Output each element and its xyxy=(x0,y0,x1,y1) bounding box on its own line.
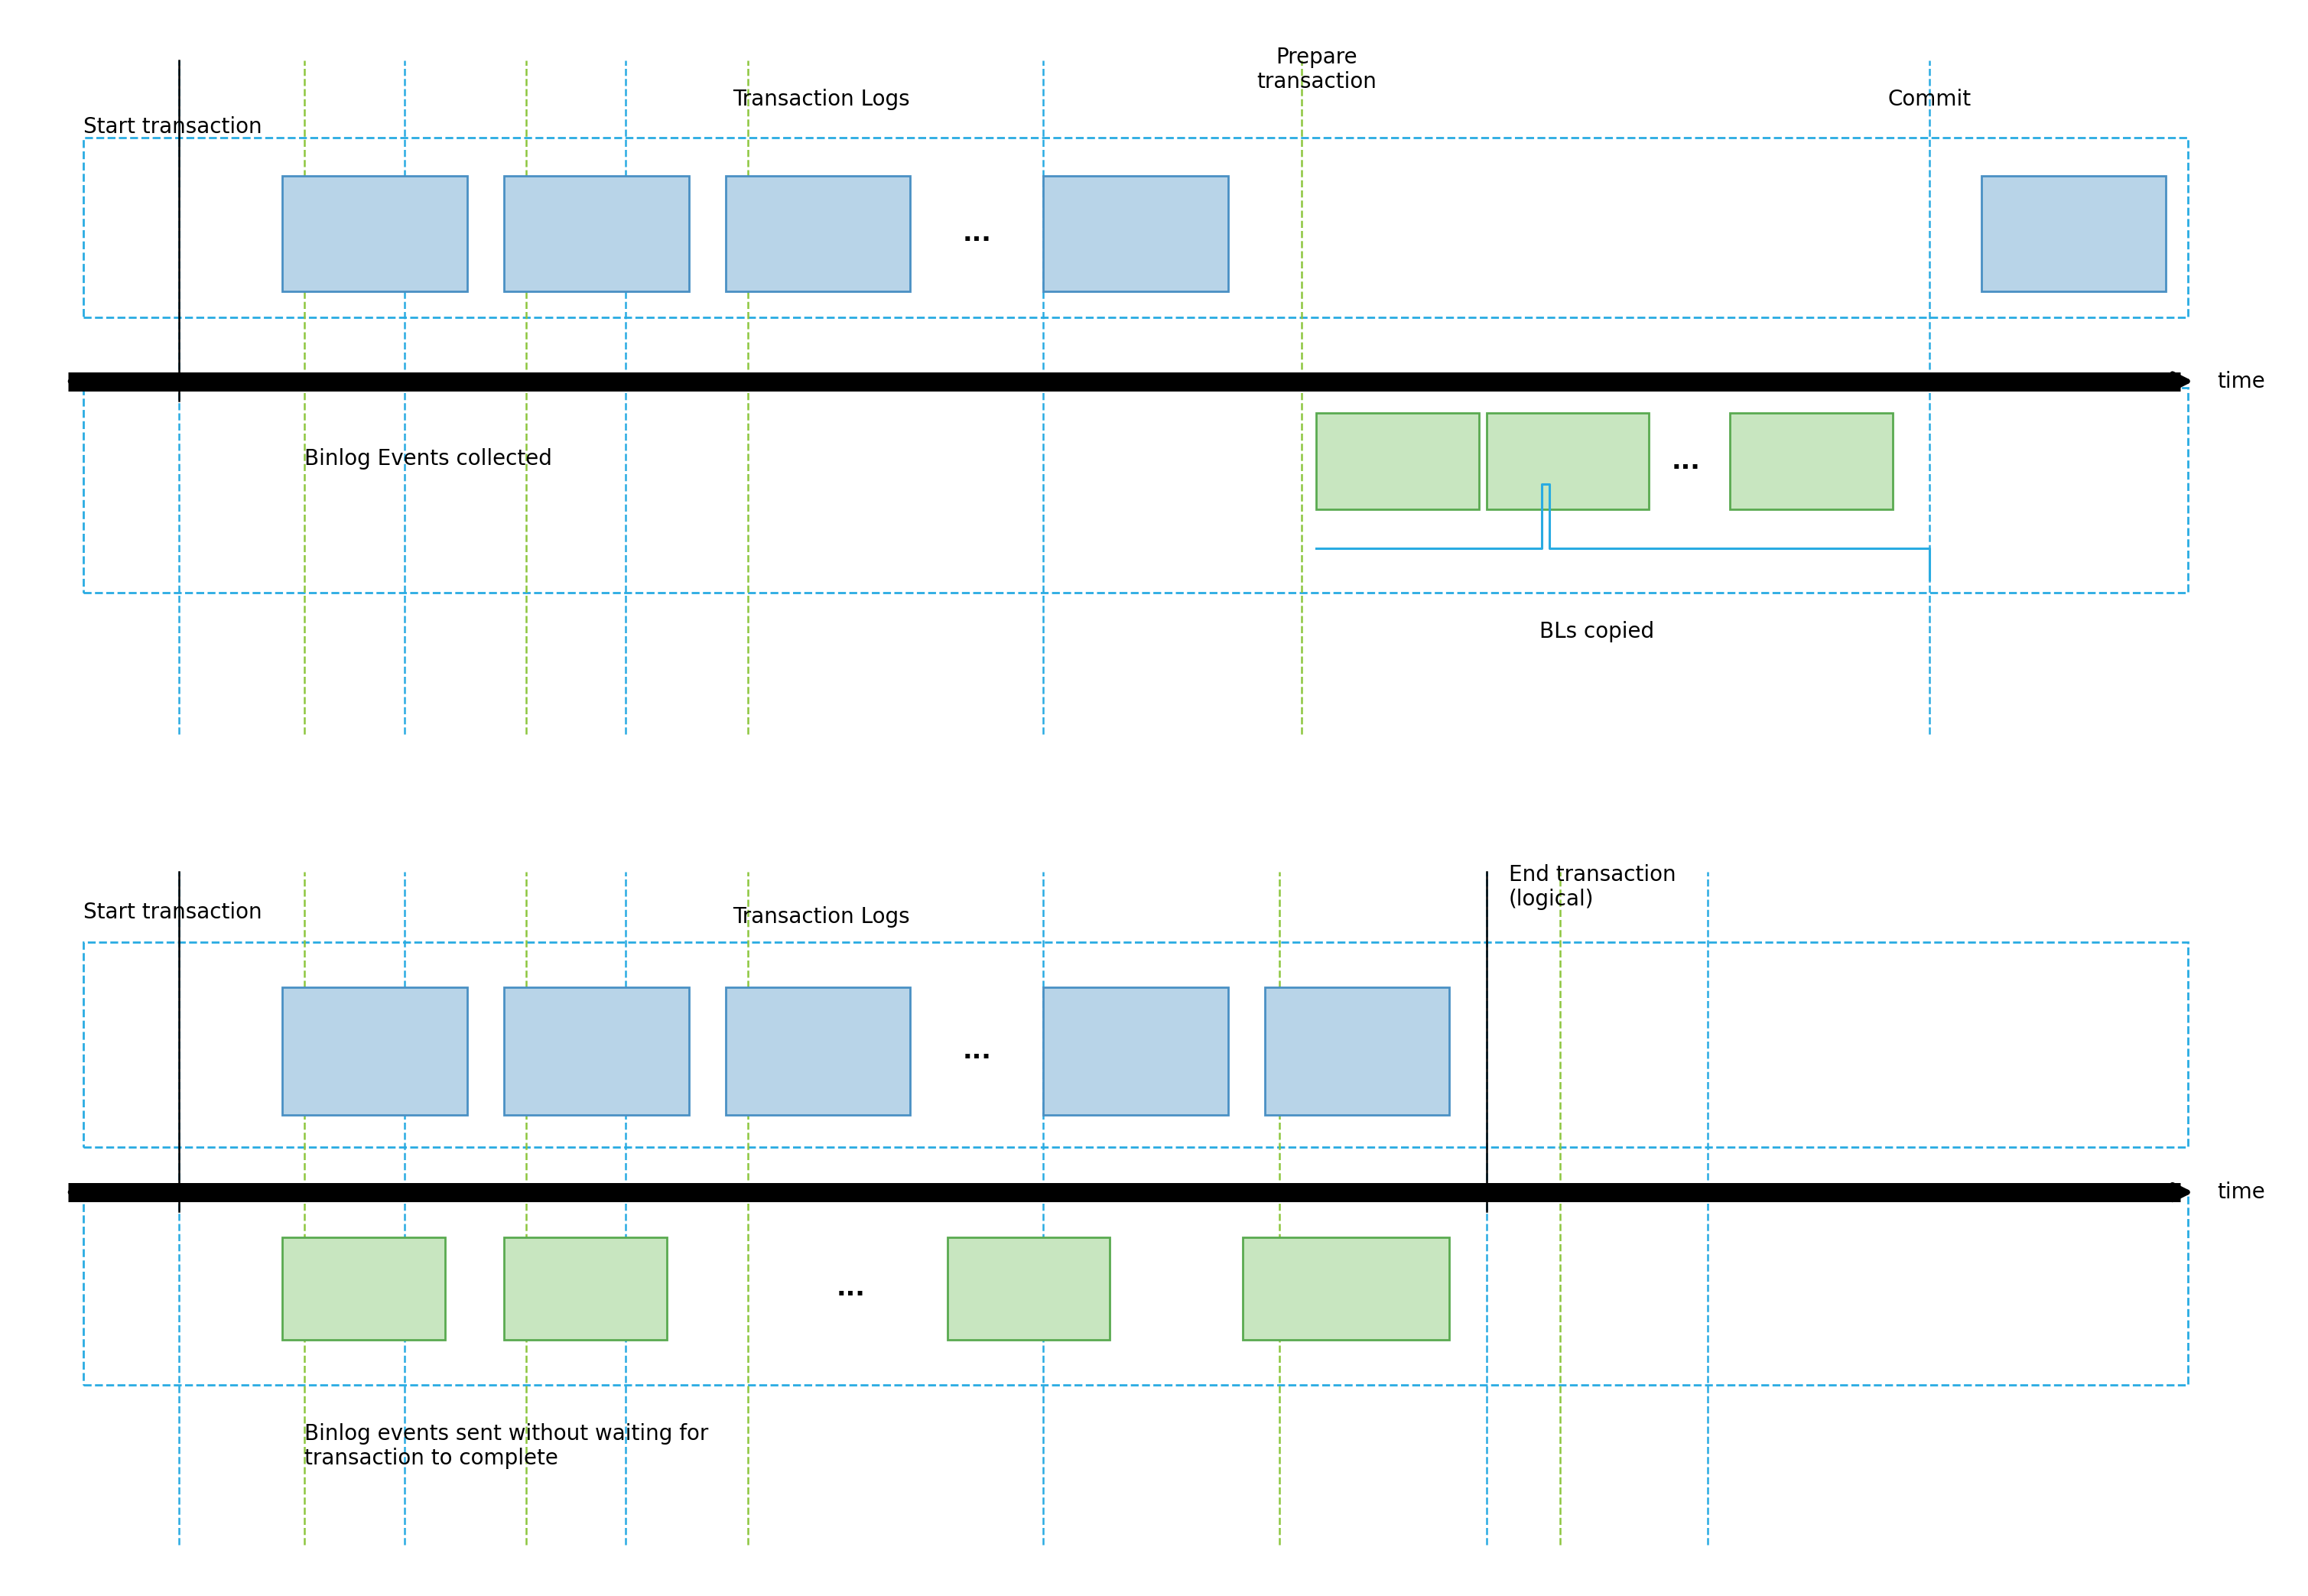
Text: BLs copied: BLs copied xyxy=(1539,621,1655,642)
Text: time: time xyxy=(2218,1181,2266,1203)
Bar xyxy=(1731,413,1893,509)
Bar xyxy=(1486,413,1648,509)
Text: $BL_M$: $BL_M$ xyxy=(1011,1278,1048,1299)
Text: Start transaction: Start transaction xyxy=(83,117,261,137)
Bar xyxy=(282,176,466,292)
Bar xyxy=(946,1237,1110,1339)
Text: End transaction
(logical): End transaction (logical) xyxy=(1509,863,1676,910)
Text: $BL_M$: $BL_M$ xyxy=(1791,450,1833,472)
Text: time: time xyxy=(2218,370,2266,393)
Bar xyxy=(83,388,2188,592)
Text: $L_3$: $L_3$ xyxy=(805,1039,831,1063)
Text: ...: ... xyxy=(962,222,990,246)
Text: $L_2$: $L_2$ xyxy=(584,1039,607,1063)
Text: $BL_2$: $BL_2$ xyxy=(1549,450,1586,472)
Text: $BL_2$: $BL_2$ xyxy=(570,1278,602,1299)
Text: $L_{COMMIT}$: $L_{COMMIT}$ xyxy=(2040,223,2107,244)
Text: ...: ... xyxy=(838,1275,866,1301)
Text: $L_1$: $L_1$ xyxy=(362,222,385,246)
Text: $L_3$: $L_3$ xyxy=(805,222,831,246)
Text: Transaction Logs: Transaction Logs xyxy=(734,89,909,110)
Bar xyxy=(503,176,688,292)
Text: ...: ... xyxy=(962,1039,990,1065)
Text: Transaction Logs: Transaction Logs xyxy=(734,907,909,927)
Text: Binlog events sent without waiting for
transaction to complete: Binlog events sent without waiting for t… xyxy=(305,1424,709,1470)
Text: $BL_1$: $BL_1$ xyxy=(1380,450,1415,472)
Bar xyxy=(725,986,909,1116)
Bar xyxy=(725,176,909,292)
Text: Prepare
transaction: Prepare transaction xyxy=(1256,46,1376,93)
Bar xyxy=(1316,413,1479,509)
Text: Start transaction: Start transaction xyxy=(83,902,261,922)
Text: $L_2$: $L_2$ xyxy=(584,222,607,246)
Text: Commit: Commit xyxy=(1888,89,1971,110)
Bar xyxy=(1242,1237,1449,1339)
Text: ...: ... xyxy=(1671,448,1701,474)
Text: $L_1$: $L_1$ xyxy=(362,1039,385,1063)
Text: $L_N$: $L_N$ xyxy=(1122,1039,1149,1063)
Bar xyxy=(1980,176,2165,292)
Text: $BL_{Commit}$: $BL_{Commit}$ xyxy=(1306,1278,1385,1299)
Bar xyxy=(83,942,2188,1148)
Bar xyxy=(1043,986,1228,1116)
Bar xyxy=(503,986,688,1116)
Text: $BL_1$: $BL_1$ xyxy=(349,1278,381,1299)
Text: Binlog Events collected: Binlog Events collected xyxy=(305,448,552,469)
Bar xyxy=(282,986,466,1116)
Bar xyxy=(503,1237,667,1339)
Bar xyxy=(1043,176,1228,292)
Bar xyxy=(83,137,2188,318)
Text: $L_{COMMIT}$: $L_{COMMIT}$ xyxy=(1322,1041,1392,1061)
Text: $L_N$: $L_N$ xyxy=(1122,222,1149,246)
Bar xyxy=(282,1237,445,1339)
Bar xyxy=(83,1192,2188,1385)
Bar xyxy=(1265,986,1449,1116)
